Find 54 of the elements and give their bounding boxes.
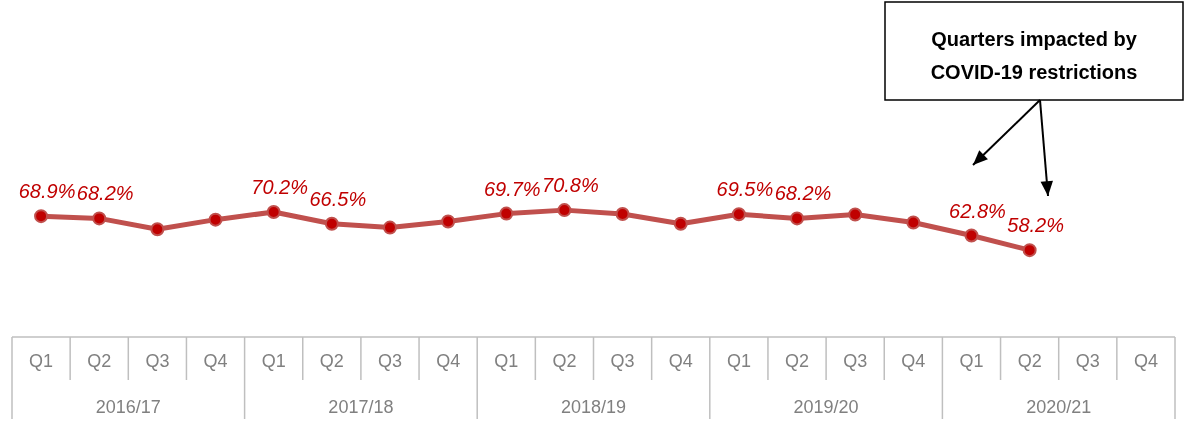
point [150,222,165,237]
point [731,207,746,222]
text: Quarters impacted by COVID-19 restrictions [930,28,1138,83]
point [673,216,688,231]
x-tick-label: Q1 [494,350,519,371]
data-label: 58.2% [1007,214,1064,237]
point [92,211,107,226]
data-label: 68.2% [76,182,134,205]
data-label: 68.2% [774,182,832,205]
point [1022,243,1037,258]
x-tick-label: Q3 [377,350,402,371]
x-tick-label: Q4 [901,350,926,371]
point [615,206,630,221]
point [324,216,339,231]
x-tick-label: Q4 [436,350,461,371]
x-tick-label: Q3 [843,350,868,371]
x-tick-label: Q1 [29,350,54,371]
text: 2016/17 [95,396,161,417]
x-tick-label: Q2 [785,350,810,371]
data-label: 70.8% [542,174,599,197]
point [790,211,805,226]
data-label: 68.9% [18,180,76,203]
data-label: 62.8% [949,199,1006,222]
x-tick-label: Q1 [726,350,751,371]
x-tick-label: Q2 [1017,350,1042,371]
point [848,207,863,222]
data-label: 69.7% [483,177,541,200]
text: 2017/18 [328,396,394,417]
point [208,212,223,227]
x-tick-label: Q3 [1075,350,1100,371]
x-tick-label: Q1 [261,350,286,371]
x-tick-label: Q2 [552,350,577,371]
point [906,215,921,230]
point [441,214,456,229]
text: 2019/20 [793,396,859,417]
x-tick-label: Q1 [959,350,984,371]
x-tick-label: Q3 [145,350,170,371]
point [34,209,49,224]
point [499,206,514,221]
data-label: 70.2% [251,176,309,199]
x-tick-label: Q2 [319,350,344,371]
point [964,228,979,243]
point [382,220,397,235]
point [266,205,281,220]
text: 2018/19 [560,396,627,417]
x-tick-label: Q3 [610,350,635,371]
data-label: 66.5% [309,187,367,210]
text: 2020/21 [1026,396,1092,417]
data-label: 69.5% [716,178,774,201]
x-tick-label: Q4 [203,350,228,371]
x-tick-label: Q2 [87,350,112,371]
point [557,203,572,218]
x-tick-label: Q4 [1133,350,1158,371]
x-tick-label: Q4 [668,350,693,371]
